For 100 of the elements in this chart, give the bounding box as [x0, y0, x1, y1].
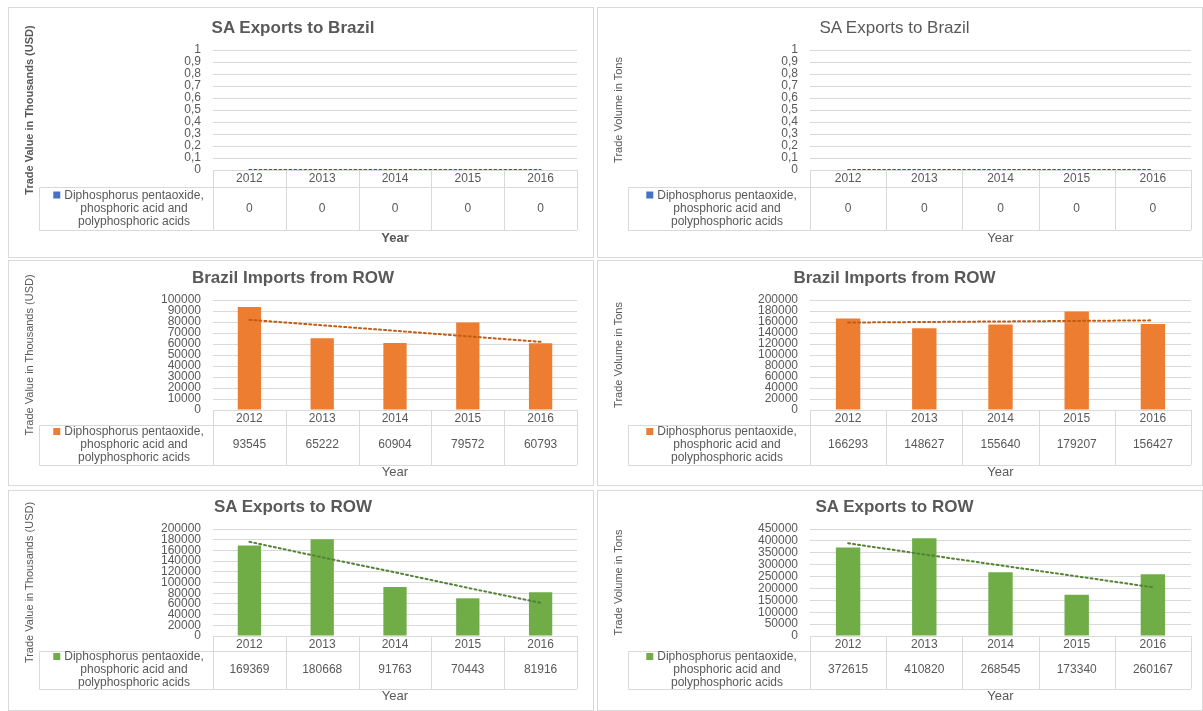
bar — [310, 539, 334, 636]
bar — [310, 338, 334, 410]
y-tick-label: 400000 — [757, 533, 799, 548]
y-tick-label: 0,2 — [781, 138, 799, 153]
data-label: 166293 — [828, 437, 869, 452]
x-tick-label: 2013 — [910, 636, 938, 651]
bar — [912, 328, 937, 410]
x-tick-label: 2014 — [381, 636, 409, 651]
y-tick-label: 0,7 — [184, 78, 202, 93]
bar — [383, 343, 407, 410]
data-label: 0 — [1073, 200, 1081, 215]
x-tick-label: 2016 — [527, 636, 555, 651]
x-tick-label: 2016 — [1139, 410, 1167, 425]
data-label: 65222 — [305, 437, 340, 452]
y-tick-label: 0,5 — [184, 102, 202, 117]
y-tick-label: 0,4 — [781, 114, 799, 129]
chart-title: SA Exports to ROW — [213, 496, 373, 516]
data-label: 0 — [920, 200, 928, 215]
data-label: 70443 — [451, 662, 485, 677]
x-axis-title: Year — [381, 687, 409, 703]
line-series — [847, 542, 1154, 589]
data-label: 60793 — [523, 437, 558, 452]
legend-label: Diphosphorus pentaoxide, phosphoric acid and polyphosphoric acids — [64, 649, 204, 690]
data-label: 148627 — [904, 437, 945, 452]
x-tick-label: 2016 — [1139, 636, 1167, 651]
data-label: 410820 — [904, 662, 945, 677]
x-tick-label: 2016 — [1139, 170, 1167, 185]
y-tick-label: 0,1 — [781, 150, 799, 165]
y-tick-label: 50000 — [764, 616, 799, 631]
data-label: 0 — [246, 200, 254, 215]
bar — [835, 318, 861, 410]
line-series — [248, 318, 542, 343]
x-tick-label: 2012 — [236, 410, 264, 425]
x-tick-label: 2013 — [308, 410, 336, 425]
y-tick-label: 0 — [194, 162, 202, 177]
bar — [456, 598, 480, 636]
chart-title: SA Exports to ROW — [815, 496, 975, 516]
y-tick-label: 0,2 — [184, 138, 202, 153]
x-tick-label: 2014 — [381, 170, 409, 185]
legend-label: Diphosphorus pentaoxide, phosphoric acid and polyphosphoric acids — [657, 424, 797, 465]
data-label: 155640 — [980, 437, 1021, 452]
chart-title: Brazil Imports from ROW — [793, 267, 997, 287]
y-tick-label: 250000 — [757, 568, 799, 583]
data-label: 91763 — [378, 662, 413, 677]
x-tick-label: 2014 — [987, 410, 1015, 425]
x-tick-label: 2015 — [1063, 410, 1091, 425]
line-series — [248, 540, 542, 604]
bar — [456, 322, 480, 410]
x-tick-label: 2013 — [308, 170, 336, 185]
x-axis-title: Year — [381, 229, 409, 245]
y-tick-label: 0,6 — [184, 90, 202, 105]
y-axis-title: Trade Volume in Tons — [611, 56, 624, 163]
data-label: 179207 — [1056, 437, 1098, 452]
y-tick-label: 0,6 — [781, 90, 799, 105]
y-tick-label: 0,5 — [781, 102, 799, 117]
y-tick-label: 200000 — [757, 580, 799, 595]
bar — [835, 547, 861, 636]
bar — [988, 572, 1013, 636]
y-axis-title: Trade Value in Thousands (USD) — [22, 274, 35, 436]
x-tick-label: 2012 — [834, 170, 862, 185]
bar — [1064, 594, 1089, 636]
data-label: 0 — [844, 200, 852, 215]
data-label: 169369 — [229, 662, 270, 677]
data-label: 268545 — [980, 662, 1021, 677]
x-tick-label: 2016 — [527, 170, 555, 185]
y-tick-label: 100000 — [757, 604, 799, 619]
chart-title: SA Exports to Brazil — [819, 17, 970, 37]
y-tick-label: 0 — [791, 402, 799, 417]
x-tick-label: 2016 — [527, 410, 555, 425]
chart-title: Brazil Imports from ROW — [191, 267, 396, 287]
data-label: 372615 — [828, 662, 869, 677]
data-label: 173340 — [1056, 662, 1098, 677]
y-tick-label: 0,1 — [184, 150, 202, 165]
bar — [528, 592, 553, 636]
x-tick-label: 2013 — [910, 410, 938, 425]
x-tick-label: 2012 — [236, 636, 264, 651]
y-tick-label: 100000 — [160, 574, 202, 589]
x-tick-label: 2015 — [454, 636, 482, 651]
data-label: 93545 — [232, 437, 267, 452]
chart-title: SA Exports to Brazil — [211, 17, 375, 37]
x-tick-label: 2015 — [1063, 636, 1091, 651]
x-tick-label: 2014 — [987, 636, 1015, 651]
bar — [1140, 574, 1166, 636]
y-tick-label: 0,8 — [184, 66, 202, 81]
y-tick-label: 0 — [194, 402, 202, 417]
bar — [1064, 311, 1089, 410]
y-tick-label: 0 — [791, 162, 799, 177]
data-label: 81916 — [523, 662, 558, 677]
bar — [528, 343, 553, 410]
bar — [988, 324, 1013, 410]
x-axis-title: Year — [987, 687, 1015, 703]
x-tick-label: 2015 — [454, 410, 482, 425]
y-tick-label: 0,4 — [184, 114, 202, 129]
data-label: 0 — [391, 200, 399, 215]
data-label: 260167 — [1132, 662, 1174, 677]
y-axis-title: Trade Value in Thousands (USD) — [22, 501, 35, 664]
data-label: 0 — [997, 200, 1005, 215]
data-label: 156427 — [1132, 437, 1174, 452]
y-tick-label: 0,7 — [781, 78, 799, 93]
x-tick-label: 2012 — [834, 410, 862, 425]
